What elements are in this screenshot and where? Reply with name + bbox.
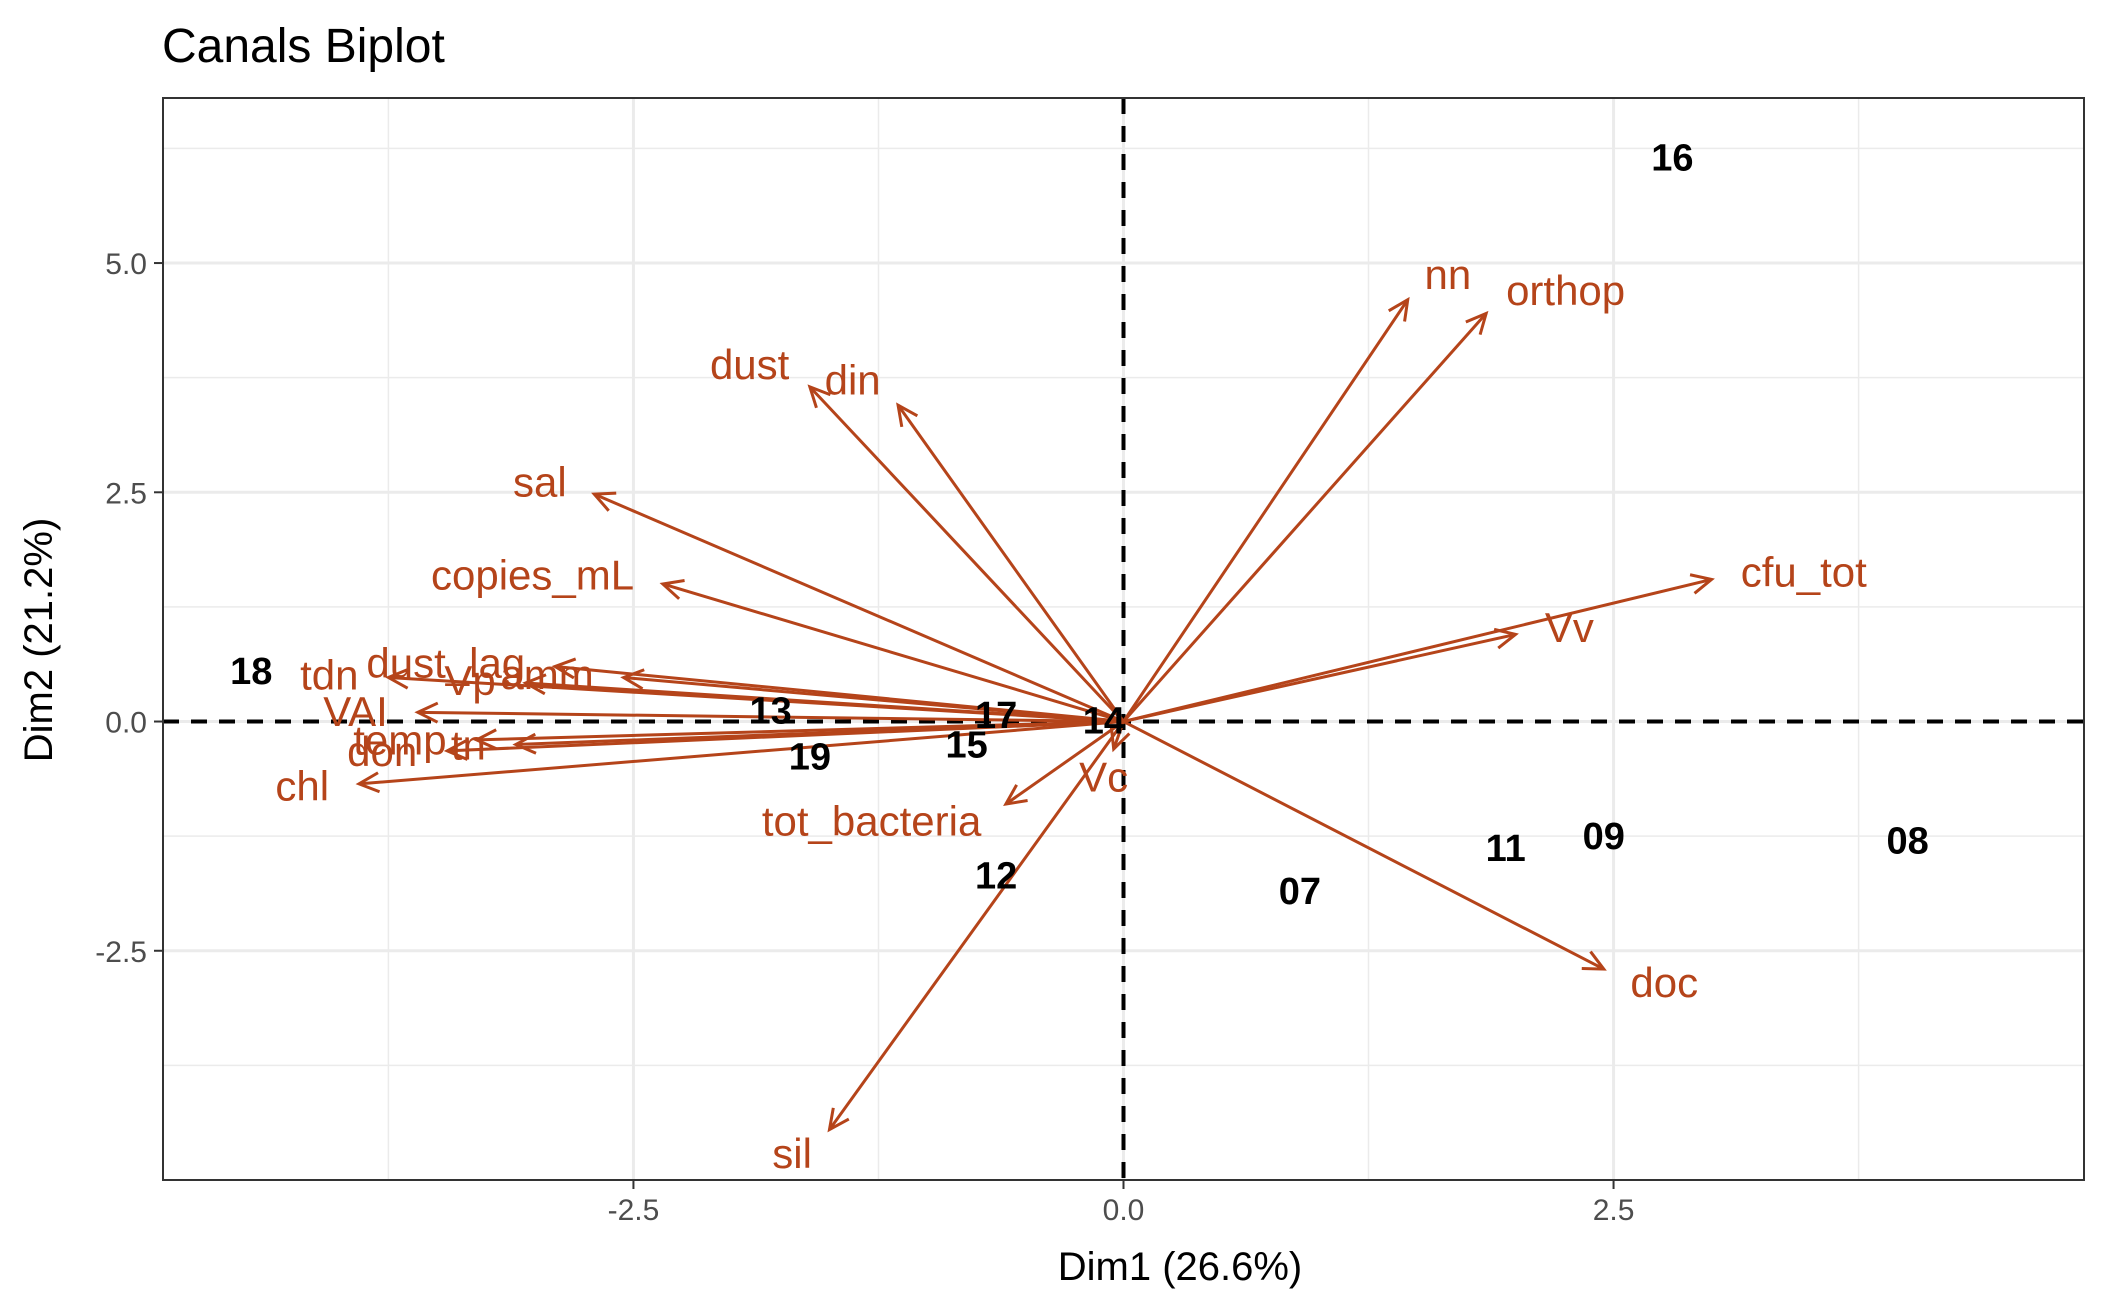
arrow-amm xyxy=(623,676,1124,724)
individual-label-09: 09 xyxy=(1583,816,1625,858)
plot-panel: nn orthop dust din sal copies_mL cfu_tot Vv dust… xyxy=(162,97,2085,1181)
variable-label-cfu_tot: cfu_tot xyxy=(1741,548,1867,595)
variable-label-copies_mL: copies_mL xyxy=(431,551,634,598)
arrowhead-amm xyxy=(620,668,645,691)
variable-label-don: don xyxy=(347,728,417,775)
arrowhead-dust xyxy=(807,384,831,409)
individual-label-19: 19 xyxy=(789,736,831,778)
y-tick-label: 0.0 xyxy=(105,707,147,740)
variable-arrows xyxy=(355,296,1715,1133)
variable-label-Vc: Vc xyxy=(1079,753,1128,800)
arrow-dust xyxy=(808,385,1125,723)
arrowhead-Vc xyxy=(1109,726,1131,753)
individual-label-13: 13 xyxy=(750,691,792,733)
arrowhead-doc xyxy=(1581,950,1607,971)
y-tick-label: 2.5 xyxy=(105,477,147,510)
x-tick-label: 2.5 xyxy=(1593,1194,1635,1227)
x-tick-label: 0.0 xyxy=(1103,1194,1145,1227)
arrowhead-VAI xyxy=(414,701,439,724)
arrow-cfu_tot xyxy=(1123,577,1712,723)
arrow-orthop xyxy=(1122,312,1488,723)
arrowhead-sal xyxy=(591,491,617,512)
arrow-copies_mL xyxy=(662,582,1124,723)
variable-label-orthop: orthop xyxy=(1506,267,1625,314)
individual-label-15: 15 xyxy=(946,724,988,766)
arrowhead-Vp xyxy=(522,673,547,696)
variable-label-tn: tn xyxy=(451,722,486,769)
variable-label-tot_bacteria: tot_bacteria xyxy=(762,797,982,844)
arrow-Vp xyxy=(525,681,1124,724)
arrowhead-temp xyxy=(473,728,498,751)
individual-label-18: 18 xyxy=(230,651,272,693)
arrowhead-nn xyxy=(1387,296,1410,322)
individual-label-12: 12 xyxy=(975,856,1017,898)
arrow-sil xyxy=(828,720,1125,1131)
y-tick-label: 5.0 xyxy=(105,248,147,281)
variable-label-nn: nn xyxy=(1424,251,1471,298)
arrow-sal xyxy=(593,492,1125,723)
arrowhead-copies_mL xyxy=(659,579,685,600)
arrowhead-tot_bacteria xyxy=(1003,784,1028,807)
variable-label-temp: temp xyxy=(353,717,446,764)
individual-label-17: 17 xyxy=(975,695,1017,737)
arrowhead-tdn xyxy=(384,667,410,690)
arrow-chl xyxy=(358,720,1124,786)
x-axis-ticks: -2.5 0.0 2.5 xyxy=(608,1180,1635,1227)
arrowhead-Vv xyxy=(1493,627,1519,650)
variable-label-amm: amm xyxy=(500,651,593,698)
y-tick-label: -2.5 xyxy=(95,936,147,969)
individual-label-11: 11 xyxy=(1486,828,1526,870)
y-axis-ticks: -2.5 0.0 2.5 5.0 xyxy=(95,248,163,969)
variable-label-Vv: Vv xyxy=(1545,604,1594,651)
arrow-din xyxy=(896,404,1125,723)
individual-label-07: 07 xyxy=(1279,871,1321,913)
individual-labels: 16 18 13 17 14 15 19 12 07 11 09 08 xyxy=(230,138,1929,914)
variable-labels: nn orthop dust din sal copies_mL cfu_tot Vv dust… xyxy=(275,251,1867,1177)
arrowhead-sil xyxy=(827,1107,850,1133)
variable-label-sal: sal xyxy=(513,458,567,505)
variable-label-VAI: VAI xyxy=(323,688,388,735)
arrowhead-orthop xyxy=(1465,310,1489,336)
arrow-nn xyxy=(1122,298,1409,723)
chart-title: Canals Biplot xyxy=(162,20,445,73)
individual-label-16: 16 xyxy=(1651,138,1693,180)
variable-label-tdn: tdn xyxy=(300,652,358,699)
variable-label-din: din xyxy=(825,357,881,404)
variable-label-doc: doc xyxy=(1630,959,1698,1006)
arrowhead-dust_lag xyxy=(551,657,577,680)
variable-label-dust_lag: dust_lag xyxy=(366,640,525,687)
variable-label-dust: dust xyxy=(710,341,790,388)
arrow-tot_bacteria xyxy=(1005,720,1125,806)
arrow-VAI xyxy=(417,710,1124,724)
arrowhead-cfu_tot xyxy=(1689,573,1715,595)
variable-label-sil: sil xyxy=(772,1130,812,1177)
variable-label-Vp: Vp xyxy=(444,657,495,704)
arrow-Vv xyxy=(1123,632,1516,723)
arrow-doc xyxy=(1122,720,1605,971)
arrow-don xyxy=(447,720,1124,753)
x-tick-label: -2.5 xyxy=(608,1194,660,1227)
arrowhead-don xyxy=(443,739,469,761)
arrowhead-chl xyxy=(355,771,381,794)
variable-label-chl: chl xyxy=(275,762,329,809)
arrowhead-tn xyxy=(512,732,537,755)
y-axis-label: Dim2 (21.2%) xyxy=(17,518,61,763)
arrowhead-din xyxy=(896,402,919,428)
x-axis-label: Dim1 (26.6%) xyxy=(1058,1245,1303,1289)
individual-label-08: 08 xyxy=(1886,821,1928,863)
individual-label-14: 14 xyxy=(1083,701,1125,743)
